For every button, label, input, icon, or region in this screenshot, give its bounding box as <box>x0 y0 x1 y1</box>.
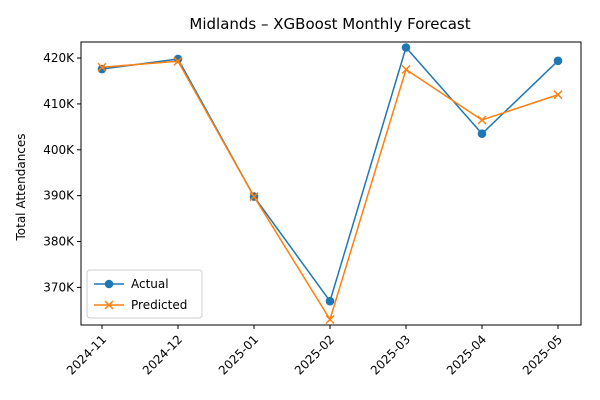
x-tick-label: 2025-02 <box>292 332 337 377</box>
legend-marker-predicted <box>104 300 114 310</box>
y-axis: 370K 380K 390K 400K 410K 420K <box>43 51 81 294</box>
data-point-predicted <box>97 62 107 72</box>
data-point-actual <box>477 129 487 139</box>
data-point-actual <box>325 296 335 306</box>
x-tick-label: 2024-12 <box>140 332 185 377</box>
data-point-predicted <box>477 115 487 125</box>
legend-marker-actual <box>104 279 114 289</box>
legend-label-actual: Actual <box>131 277 169 291</box>
data-point-actual <box>401 43 411 52</box>
y-tick-label: 380K <box>43 235 75 249</box>
plot-area <box>80 41 582 326</box>
x-tick-label: 2025-04 <box>444 332 489 377</box>
x-tick-label: 2025-01 <box>216 332 261 377</box>
y-tick-label: 370K <box>43 280 75 294</box>
data-point-actual <box>553 56 563 66</box>
data-point-predicted <box>173 56 183 66</box>
data-point-predicted <box>325 314 335 325</box>
series-group <box>97 43 563 325</box>
legend: Actual Predicted <box>86 269 203 319</box>
y-tick-label: 390K <box>43 189 75 203</box>
x-tick-label: 2025-03 <box>368 332 413 377</box>
legend-label-predicted: Predicted <box>131 298 187 312</box>
x-tick-label: 2025-05 <box>520 332 565 377</box>
y-tick-label: 420K <box>43 51 75 65</box>
legend-box <box>86 269 203 319</box>
data-point-predicted <box>553 90 563 100</box>
y-axis-label: Total Attendances <box>14 133 28 241</box>
data-point-predicted <box>249 192 259 202</box>
x-tick-label: 2024-11 <box>64 332 109 377</box>
chart-title: Midlands – XGBoost Monthly Forecast <box>189 15 470 33</box>
data-point-predicted <box>401 64 411 75</box>
y-tick-label: 400K <box>43 143 75 157</box>
y-tick-label: 410K <box>43 97 75 111</box>
data-point-actual <box>97 64 107 74</box>
x-axis: 2024-11 2024-12 2025-01 2025-02 2025-03 2025-… <box>64 325 565 378</box>
series-line-actual <box>101 46 559 302</box>
